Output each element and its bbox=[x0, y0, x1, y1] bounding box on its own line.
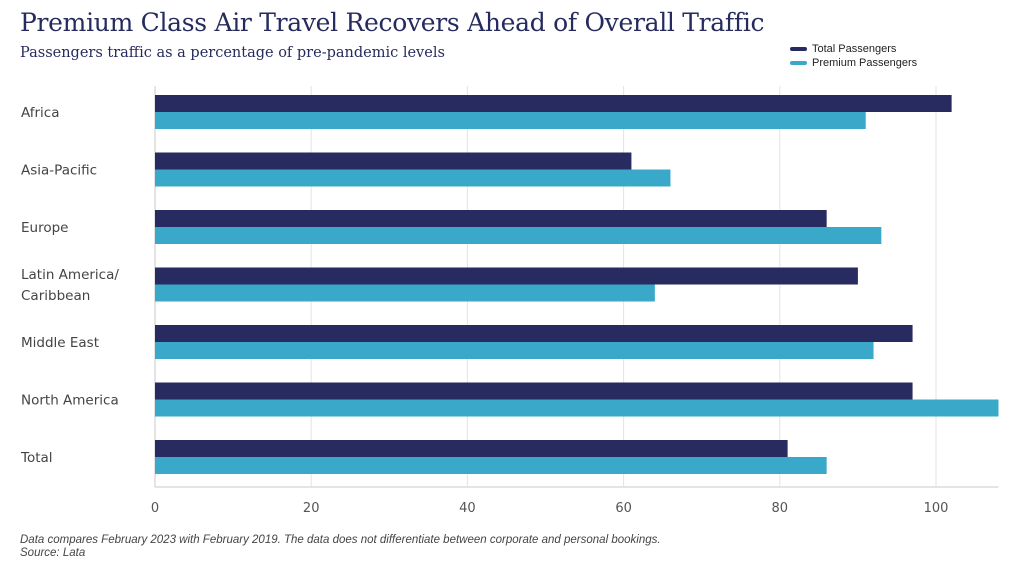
category-label: Europe bbox=[21, 220, 68, 236]
footnote-source: Source: Lata bbox=[20, 547, 86, 559]
category-label: Total bbox=[20, 450, 53, 466]
bar-total-2 bbox=[155, 210, 827, 227]
bar-total-1 bbox=[155, 152, 632, 170]
category-label: North America bbox=[21, 393, 119, 409]
bar-premium-2 bbox=[155, 227, 882, 244]
bar-premium-6 bbox=[155, 457, 827, 474]
bar-premium-5 bbox=[155, 399, 999, 417]
x-tick-label: 0 bbox=[151, 501, 159, 516]
bar-total-3 bbox=[155, 267, 858, 285]
legend-label-total: Total Passengers bbox=[812, 43, 897, 55]
footnote-note: Data compares February 2023 with Februar… bbox=[20, 534, 661, 546]
category-label: Middle East bbox=[21, 335, 99, 351]
x-tick-label: 100 bbox=[924, 501, 949, 516]
bar-premium-3 bbox=[155, 284, 655, 302]
x-tick-label: 20 bbox=[303, 501, 320, 516]
category-label: Africa bbox=[21, 105, 60, 121]
legend-swatch-total bbox=[790, 47, 807, 51]
footnote: Data compares February 2023 with Februar… bbox=[20, 534, 661, 560]
chart-title: Premium Class Air Travel Recovers Ahead … bbox=[20, 8, 765, 37]
legend-item-total: Total Passengers bbox=[790, 42, 917, 56]
legend-label-premium: Premium Passengers bbox=[812, 57, 918, 69]
bar-premium-1 bbox=[155, 169, 671, 187]
bar-total-6 bbox=[155, 440, 788, 457]
bar-premium-0 bbox=[155, 112, 866, 129]
bar-total-0 bbox=[155, 95, 952, 112]
x-tick-label: 60 bbox=[615, 501, 632, 516]
category-label: Asia-Pacific bbox=[21, 163, 97, 179]
x-tick-label: 40 bbox=[459, 501, 476, 516]
legend: Total Passengers Premium Passengers bbox=[790, 42, 917, 70]
category-label: Caribbean bbox=[21, 288, 90, 304]
bar-total-4 bbox=[155, 325, 913, 342]
category-label: Latin America/ bbox=[21, 267, 119, 283]
bar-total-5 bbox=[155, 382, 913, 400]
chart-subtitle: Passengers traffic as a percentage of pr… bbox=[20, 45, 445, 61]
x-tick-label: 80 bbox=[772, 501, 789, 516]
legend-swatch-premium bbox=[790, 61, 807, 65]
legend-item-premium: Premium Passengers bbox=[790, 56, 917, 70]
bar-premium-4 bbox=[155, 342, 874, 359]
